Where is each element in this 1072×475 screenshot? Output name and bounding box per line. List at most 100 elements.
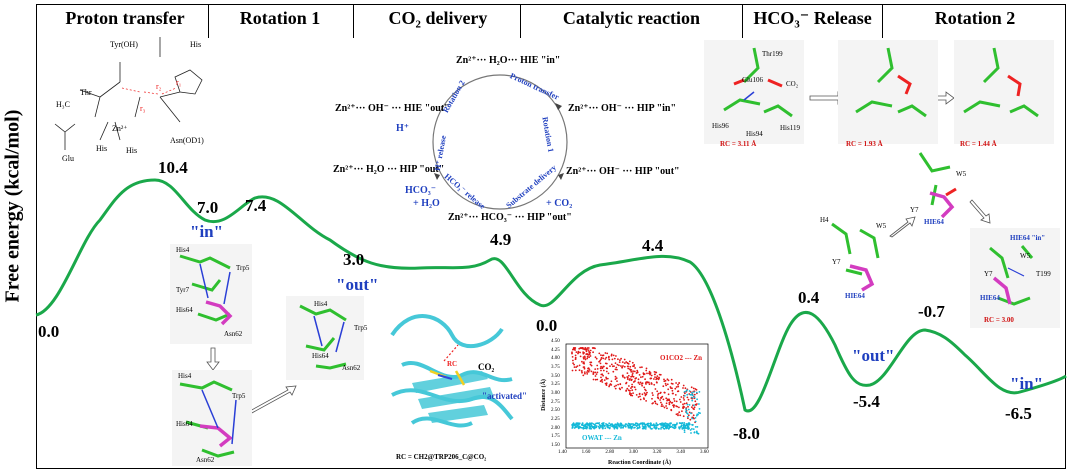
scatter-point: [608, 422, 611, 425]
scatter-point: [620, 427, 622, 429]
scatter-point: [633, 386, 636, 389]
scatter-point: [654, 376, 656, 378]
scatter-point: [656, 423, 659, 426]
panel-residue-label: His119: [780, 124, 800, 132]
scatter-point: [622, 425, 625, 428]
scatter-point: [629, 394, 632, 397]
proton-transfer-scheme: [54, 37, 203, 150]
scatter-point: [682, 415, 685, 418]
scatter-point: [645, 367, 648, 370]
scatter-y-tick: 2.75: [551, 399, 560, 405]
scatter-point: [656, 403, 659, 406]
scatter-point: [667, 424, 670, 427]
scatter-point: [626, 378, 629, 380]
scatter-ylabel: Distance (Å): [540, 379, 547, 411]
scatter-point: [682, 403, 684, 406]
scatter-point: [657, 427, 660, 430]
scatter-point: [641, 422, 644, 424]
cycle-node: Zn²⁺··· HCO₃⁻ ··· HIP "out": [448, 212, 572, 223]
scatter-point: [587, 349, 590, 351]
scatter-point: [592, 373, 595, 375]
protein-label: RC: [447, 360, 458, 368]
scatter-point: [589, 363, 592, 366]
scatter-point: [685, 410, 688, 413]
scatter-point: [663, 378, 665, 381]
scatter-point: [609, 426, 611, 429]
scatter-point: [688, 411, 691, 414]
scatter-point: [609, 424, 611, 427]
scatter-point: [586, 355, 589, 358]
scatter-point: [614, 387, 617, 390]
residue-label: HIE64: [924, 218, 944, 226]
scatter-point: [574, 369, 577, 372]
scatter-point: [584, 357, 586, 359]
scatter-point: [655, 426, 658, 429]
scatter-point: [629, 378, 631, 380]
scatter-point: [631, 423, 633, 425]
scatter-point: [696, 398, 698, 401]
scatter-x-tick: 1.40: [558, 450, 567, 455]
scatter-point: [601, 373, 604, 376]
scatter-point: [583, 352, 585, 354]
stage-divider: [208, 4, 209, 38]
scatter-point: [638, 374, 641, 376]
scheme-label: H₃C: [56, 100, 70, 109]
scatter-point: [582, 374, 585, 377]
scatter-point: [693, 393, 696, 396]
scatter-point: [628, 368, 631, 370]
scatter-point: [573, 366, 576, 368]
scatter-point: [651, 397, 653, 400]
scatter-point: [584, 372, 586, 375]
scatter-point: [571, 352, 573, 355]
scatter-point: [598, 352, 601, 355]
scatter-point: [637, 381, 640, 384]
scatter-y-tick: 4.00: [551, 356, 560, 362]
scatter-point: [652, 402, 654, 404]
scatter-point: [573, 423, 575, 426]
rc-label: RC = 3.11 Å: [720, 140, 757, 148]
scatter-point: [588, 356, 590, 359]
scatter-point: [605, 384, 608, 386]
scatter-point: [612, 354, 615, 357]
scatter-point: [606, 423, 609, 426]
state-label: "out": [852, 346, 895, 365]
scatter-point: [674, 426, 677, 428]
residue-label: Trp5: [354, 324, 368, 332]
scatter-point: [594, 424, 597, 427]
scatter-point: [589, 422, 591, 425]
scatter-point: [634, 422, 637, 425]
scatter-point: [589, 355, 592, 357]
scatter-point: [577, 427, 580, 430]
scatter-point: [606, 352, 609, 355]
scatter-point: [605, 356, 608, 359]
scatter-point: [591, 422, 593, 425]
scatter-point: [682, 405, 685, 408]
scatter-point: [675, 382, 677, 384]
stage-proton-transfer: Proton transfer: [65, 8, 185, 28]
scatter-point: [648, 383, 651, 386]
scatter-point: [653, 425, 656, 428]
scatter-point: [614, 368, 617, 371]
scatter-point: [596, 368, 599, 370]
scatter-point: [600, 365, 602, 368]
energy-label: 7.0: [197, 198, 219, 217]
scatter-point: [589, 351, 591, 354]
scatter-point: [676, 422, 678, 425]
scatter-point: [690, 432, 692, 434]
scatter-point: [627, 426, 630, 429]
scatter-point: [672, 424, 674, 426]
scatter-point: [601, 426, 603, 429]
scatter-point: [687, 428, 690, 430]
panel-residue-label: Thr199: [762, 50, 783, 58]
scatter-point: [630, 425, 632, 428]
scatter-point: [655, 422, 658, 425]
scatter-point: [647, 425, 650, 428]
scatter-point: [627, 422, 630, 425]
energy-label: -6.5: [1005, 404, 1032, 423]
scatter-point: [612, 370, 615, 373]
scatter-point: [630, 427, 633, 430]
scatter-point: [629, 365, 632, 368]
scatter-point: [662, 405, 664, 407]
scatter-point: [626, 365, 629, 368]
scatter-point: [585, 427, 587, 430]
